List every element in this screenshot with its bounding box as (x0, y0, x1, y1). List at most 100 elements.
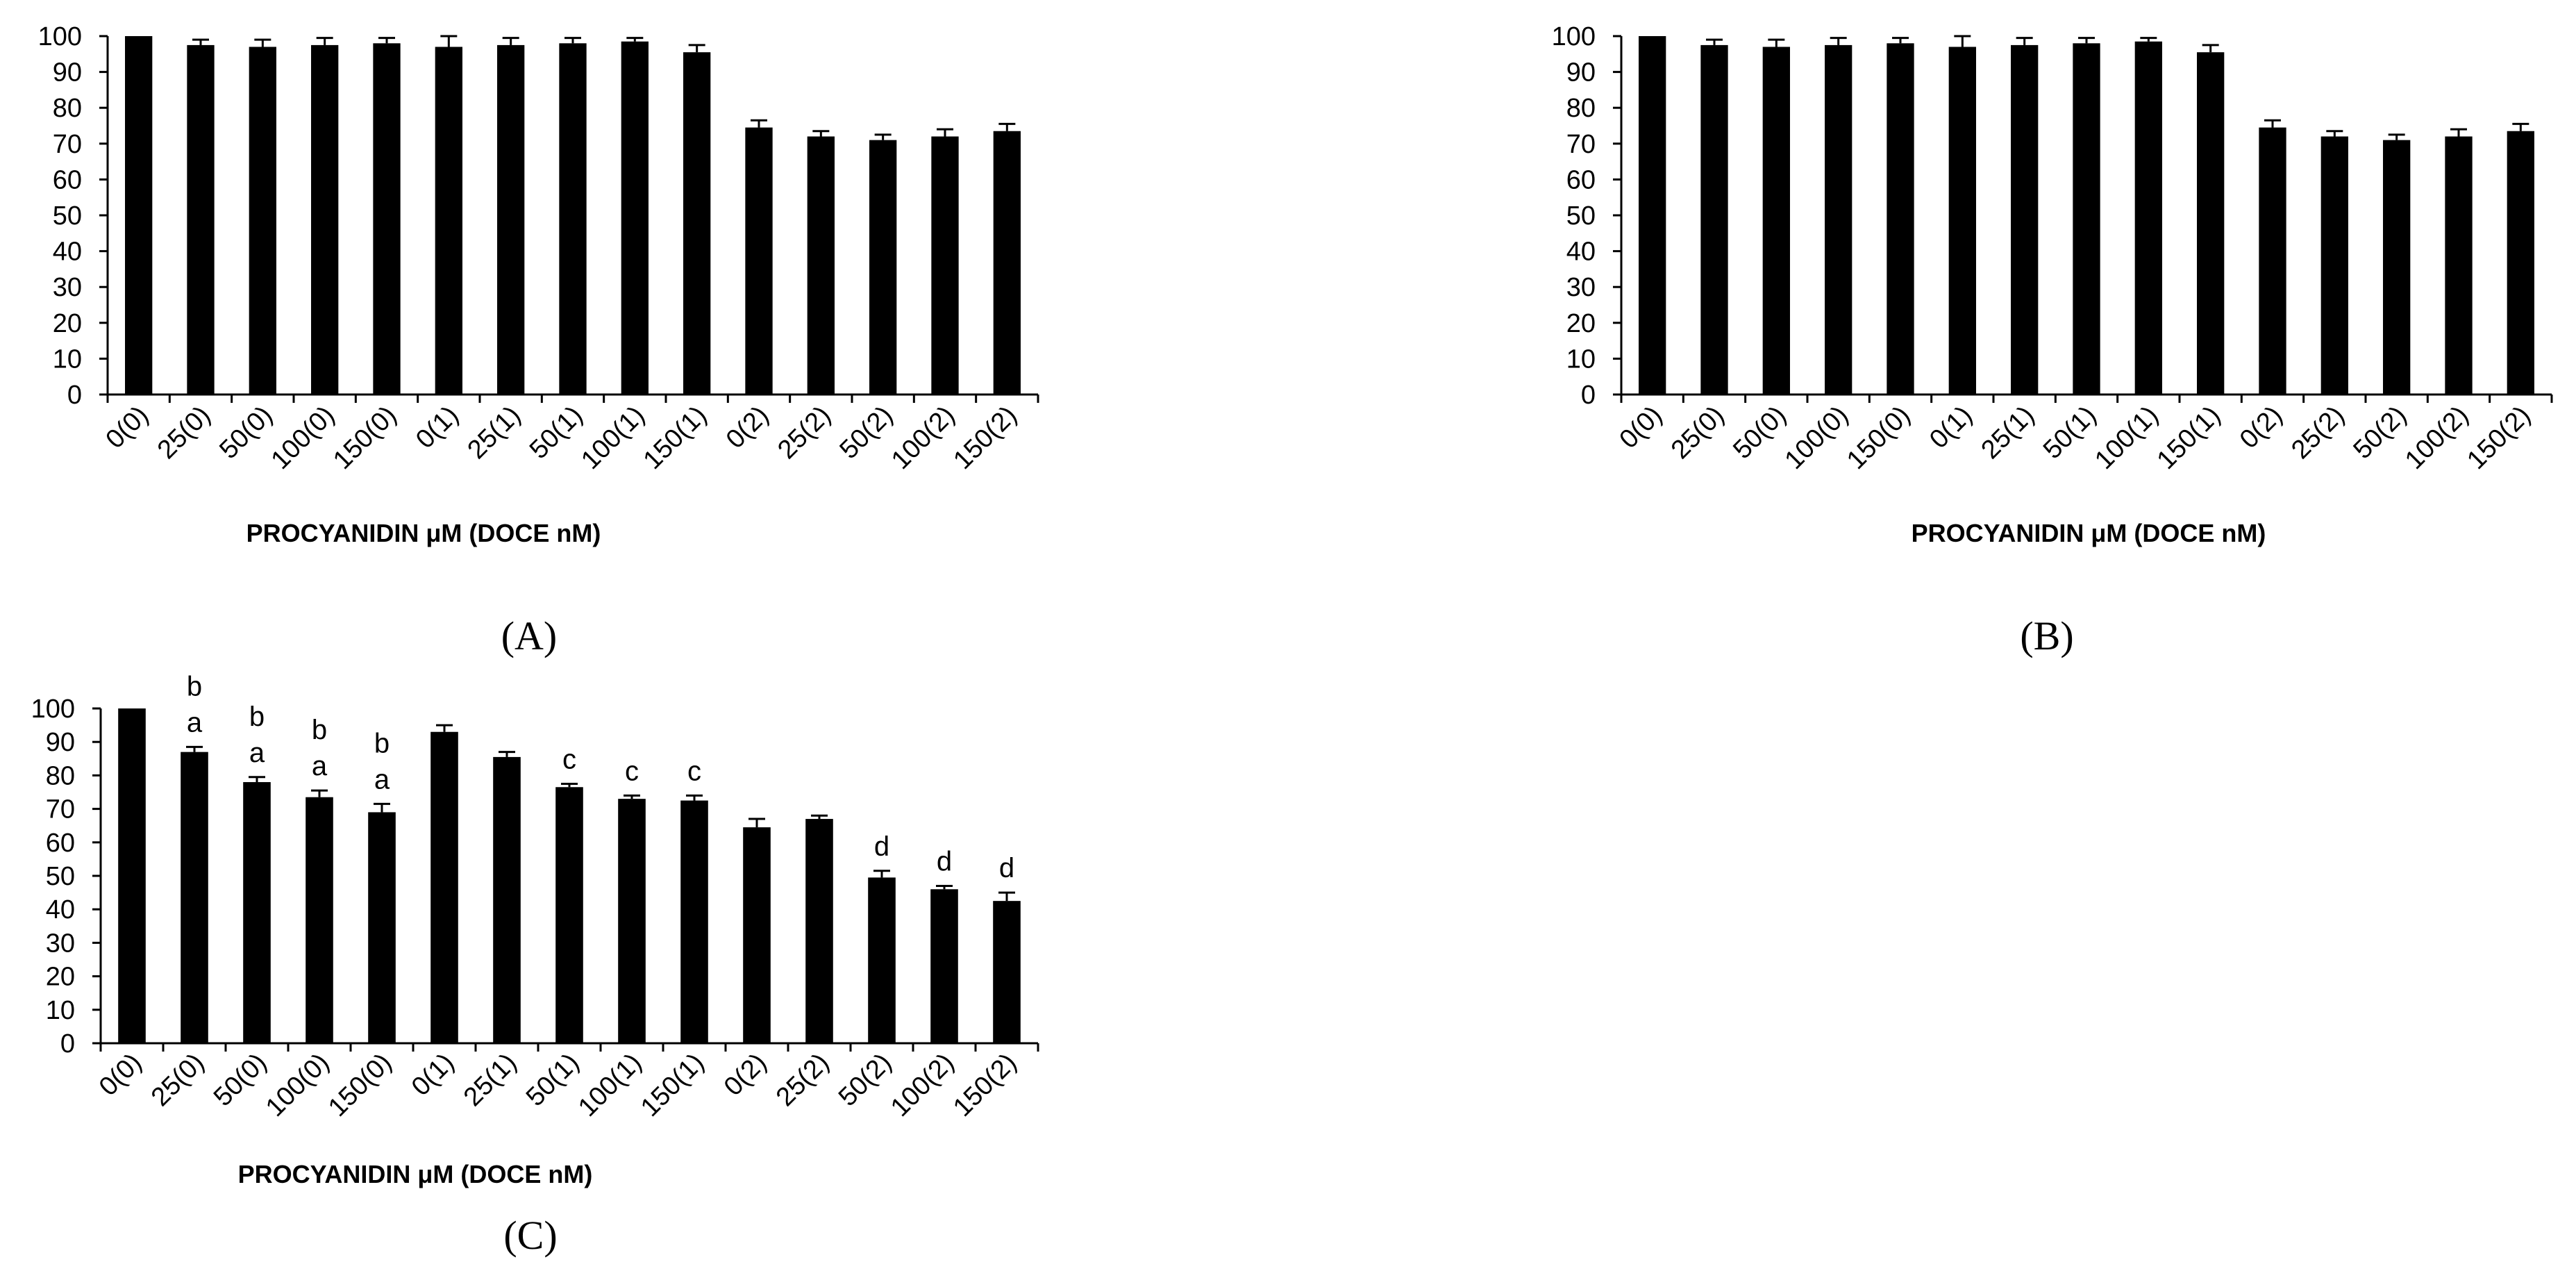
significance-label: b (374, 728, 390, 758)
x-category-label: 150(2) (948, 401, 1022, 475)
x-category-label: 0(1) (1924, 401, 1977, 454)
bar (1825, 44, 1852, 395)
significance-label: d (874, 831, 889, 862)
chart-panel-a: 01020304050607080901000(0)25(0)50(0)100(… (38, 22, 1039, 658)
x-category-label: 150(1) (2152, 401, 2226, 475)
x-category-label: 150(0) (328, 401, 402, 475)
bar (680, 800, 708, 1043)
bar (373, 43, 401, 395)
x-axis-title: PROCYANIDIN μM (DOCE nM) (238, 1160, 593, 1188)
significance-label: a (187, 707, 203, 738)
bar (497, 44, 525, 395)
significance-label: a (312, 751, 328, 781)
y-tick-label: 10 (53, 345, 82, 374)
bar (181, 752, 208, 1043)
y-tick-label: 100 (38, 22, 82, 51)
bar (125, 36, 153, 395)
bar (2134, 41, 2162, 395)
x-category-label: 100(1) (576, 401, 650, 475)
panel-label: (C) (503, 1213, 557, 1258)
bar (2197, 52, 2225, 395)
bar (2383, 140, 2411, 395)
y-tick-label: 10 (46, 996, 75, 1025)
y-tick-label: 90 (1566, 58, 1596, 88)
y-tick-label: 100 (31, 695, 75, 724)
y-tick-label: 60 (46, 829, 75, 858)
bar (993, 901, 1021, 1043)
bar (931, 136, 959, 395)
chart-panel-c: 01020304050607080901000(0)25(0)ba50(0)ba… (31, 671, 1039, 1258)
x-axis-title: PROCYANIDIN μM (DOCE nM) (246, 519, 601, 547)
bar (805, 819, 833, 1043)
y-tick-label: 0 (60, 1029, 75, 1059)
y-tick-label: 30 (1566, 273, 1596, 302)
y-tick-label: 90 (46, 728, 75, 757)
bar (118, 708, 146, 1043)
x-category-label: 0(1) (406, 1048, 460, 1102)
y-tick-label: 70 (1566, 130, 1596, 159)
bar (1948, 47, 1976, 395)
x-category-label: 25(1) (1976, 401, 2040, 465)
x-category-label: 25(1) (462, 401, 526, 465)
bar (1700, 44, 1728, 395)
x-category-label: 100(1) (573, 1048, 647, 1122)
x-category-label: 25(2) (772, 401, 836, 465)
x-category-label: 100(0) (266, 401, 340, 475)
y-tick-label: 30 (53, 273, 82, 302)
bar (311, 44, 339, 395)
y-tick-label: 90 (53, 58, 82, 88)
x-category-label: 150(0) (323, 1048, 397, 1122)
bar (618, 799, 646, 1043)
x-category-label: 100(2) (886, 401, 960, 475)
bar (993, 131, 1021, 395)
x-category-label: 0(1) (410, 401, 464, 454)
y-tick-label: 40 (53, 238, 82, 267)
y-tick-label: 80 (1566, 94, 1596, 123)
y-tick-label: 70 (46, 795, 75, 824)
significance-label: c (625, 756, 639, 786)
x-category-label: 0(2) (719, 1048, 772, 1102)
x-category-label: 0(0) (1614, 401, 1668, 454)
y-tick-label: 30 (46, 929, 75, 958)
x-category-label: 0(0) (94, 1048, 147, 1102)
panel-label: (B) (2020, 613, 2073, 658)
significance-label: d (999, 853, 1014, 883)
y-tick-label: 50 (53, 201, 82, 231)
x-category-label: 25(0) (152, 401, 216, 465)
x-category-label: 150(1) (635, 1048, 710, 1122)
x-category-label: 150(0) (1841, 401, 1916, 475)
y-tick-label: 20 (53, 309, 82, 338)
y-tick-label: 50 (1566, 201, 1596, 231)
significance-label: c (687, 756, 701, 786)
bar (555, 787, 583, 1043)
y-tick-label: 0 (1581, 381, 1596, 410)
y-tick-label: 60 (1566, 165, 1596, 194)
panel-label: (A) (501, 613, 558, 658)
bar (745, 127, 773, 395)
x-category-label: 0(0) (101, 401, 154, 454)
bar (683, 52, 711, 395)
significance-label: a (374, 764, 390, 795)
y-tick-label: 20 (1566, 309, 1596, 338)
bar (743, 827, 771, 1043)
bar (243, 782, 271, 1043)
x-axis-title: PROCYANIDIN μM (DOCE nM) (1912, 519, 2266, 547)
x-category-label: 100(2) (2400, 401, 2474, 475)
bar (2320, 136, 2348, 395)
x-category-label: 100(0) (1780, 401, 1854, 475)
bar (807, 136, 835, 395)
bar (249, 47, 276, 395)
x-category-label: 25(1) (458, 1048, 522, 1112)
y-tick-label: 50 (46, 862, 75, 891)
x-category-label: 100(0) (260, 1048, 335, 1122)
significance-label: b (249, 702, 265, 732)
bar (368, 812, 396, 1043)
y-tick-label: 0 (67, 381, 82, 410)
bar (1887, 43, 1914, 395)
bar (430, 731, 458, 1043)
y-tick-label: 20 (46, 963, 75, 992)
x-category-label: 100(2) (885, 1048, 960, 1122)
bar (559, 43, 587, 395)
y-tick-label: 60 (53, 165, 82, 194)
